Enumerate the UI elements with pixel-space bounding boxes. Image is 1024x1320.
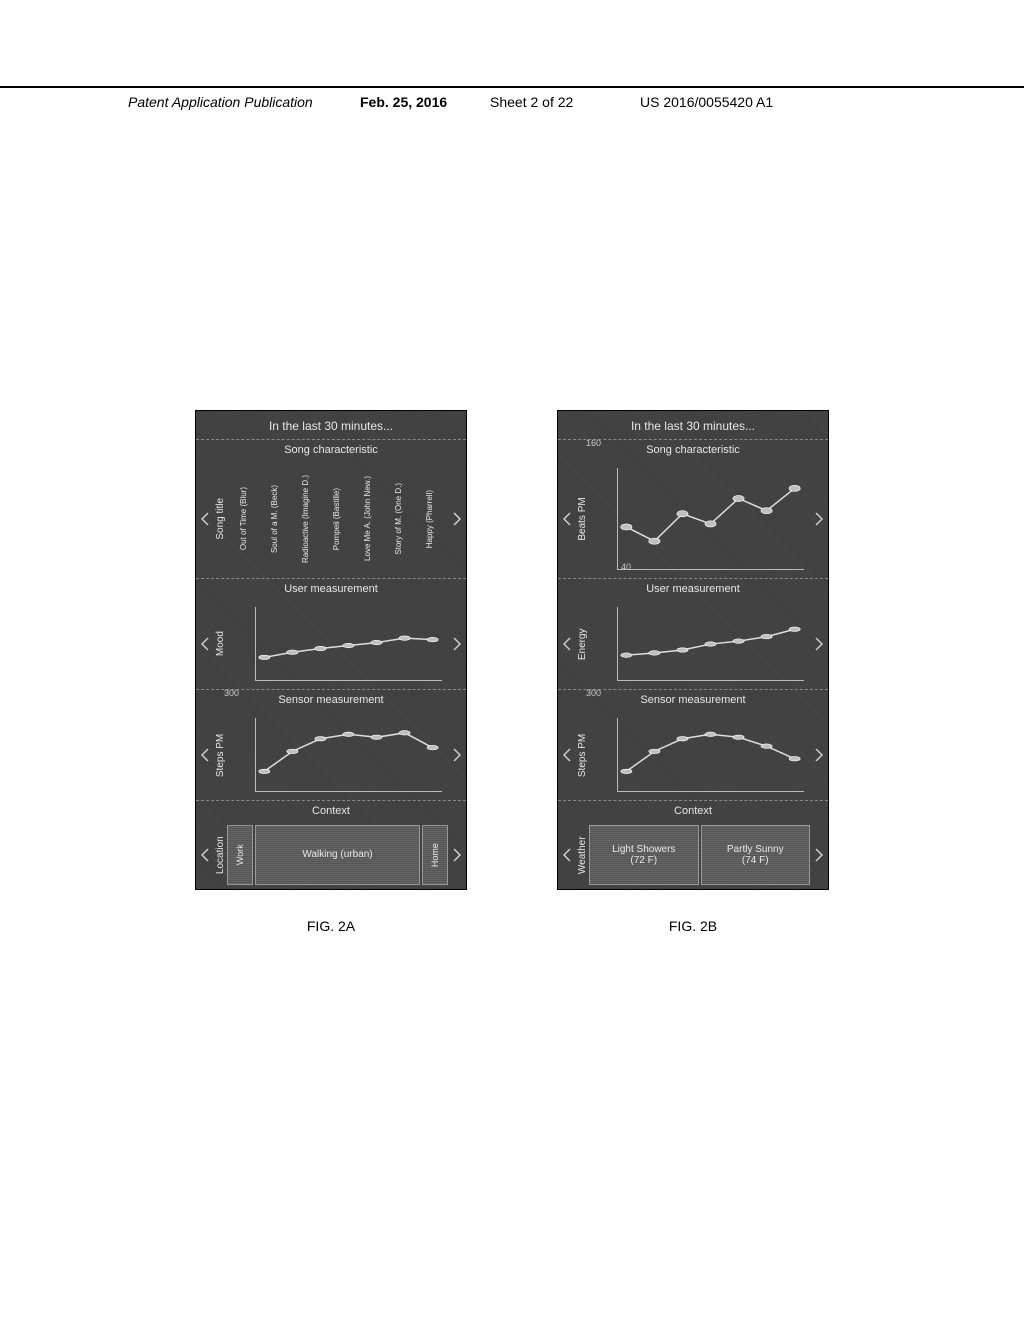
context-segment-showers: Light Showers (72 F) — [589, 825, 699, 885]
section-user-measurement-a: User measurement Mood — [196, 578, 466, 689]
chart-mood — [229, 601, 446, 687]
next-arrow-icon[interactable] — [810, 599, 828, 689]
next-arrow-icon[interactable] — [448, 821, 466, 889]
figure-label-2b: FIG. 2B — [669, 918, 717, 934]
figure-2b-column: In the last 30 minutes... Song character… — [557, 410, 829, 934]
song-item: Pompeii (Bastille) — [333, 488, 342, 550]
section-context-a: Context Location Work Walking (urban) Ho… — [196, 800, 466, 889]
figure-2a-column: In the last 30 minutes... Song character… — [195, 410, 467, 934]
next-arrow-icon[interactable] — [448, 460, 466, 578]
context-segment-home: Home — [422, 825, 448, 885]
song-item: Soul of a M. (Beck) — [271, 485, 280, 553]
axis-max: 300 — [586, 688, 601, 698]
header-pubno: US 2016/0055420 A1 — [640, 94, 773, 110]
section-song-characteristic-b: Song characteristic 160 Beats PM 40 — [558, 439, 828, 578]
axis-label: Mood — [214, 599, 227, 689]
axis-min: 40 — [621, 562, 631, 572]
song-item: Love Me A. (John New.) — [364, 476, 373, 561]
axis-label: Song title — [214, 460, 227, 578]
context-segment-sunny: Partly Sunny (74 F) — [701, 825, 811, 885]
section-sensor-measurement-b: Sensor measurement 300 Steps PM — [558, 689, 828, 800]
next-arrow-icon[interactable] — [810, 460, 828, 578]
header-date: Feb. 25, 2016 — [360, 94, 447, 110]
axis-max: 160 — [586, 438, 601, 448]
axis-label: Energy — [576, 599, 589, 689]
context-bar-b: Light Showers (72 F) Partly Sunny (74 F) — [589, 821, 810, 889]
section-song-characteristic-a: Song characteristic Song title Out of Ti… — [196, 439, 466, 578]
axis-label: Weather — [576, 821, 589, 889]
section-sensor-measurement-a: Sensor measurement 300 Steps PM — [196, 689, 466, 800]
song-title-list: Out of Time (Blur) Soul of a M. (Beck) Rad… — [227, 460, 448, 578]
section-heading: Context — [196, 801, 466, 821]
axis-label: Beats PM — [576, 460, 589, 578]
section-heading: User measurement — [196, 579, 466, 599]
phone-mockup-a: In the last 30 minutes... Song character… — [195, 410, 467, 890]
prev-arrow-icon[interactable] — [558, 710, 576, 800]
prev-arrow-icon[interactable] — [558, 460, 576, 578]
chart-beats: 40 — [591, 462, 808, 576]
figure-label-2a: FIG. 2A — [307, 918, 355, 934]
prev-arrow-icon[interactable] — [196, 460, 214, 578]
song-item: Out of Time (Blur) — [240, 487, 249, 550]
prev-arrow-icon[interactable] — [558, 599, 576, 689]
axis-label: Steps PM — [214, 710, 227, 800]
phone-mockup-b: In the last 30 minutes... Song character… — [557, 410, 829, 890]
header-left: Patent Application Publication — [128, 94, 313, 110]
section-context-b: Context Weather Light Showers (72 F) Par… — [558, 800, 828, 889]
song-item: Radioactive (Imagine D.) — [302, 475, 311, 563]
song-item: Happy (Pharrell) — [426, 490, 435, 548]
figures-row: In the last 30 minutes... Song character… — [0, 410, 1024, 934]
next-arrow-icon[interactable] — [448, 599, 466, 689]
phone-title-a: In the last 30 minutes... — [196, 411, 466, 439]
context-segment-walking: Walking (urban) — [255, 825, 420, 885]
next-arrow-icon[interactable] — [448, 710, 466, 800]
prev-arrow-icon[interactable] — [196, 599, 214, 689]
next-arrow-icon[interactable] — [810, 710, 828, 800]
prev-arrow-icon[interactable] — [558, 821, 576, 889]
section-heading: Context — [558, 801, 828, 821]
axis-max: 300 — [224, 688, 239, 698]
song-item: Story of M. (One D.) — [395, 483, 404, 555]
section-user-measurement-b: User measurement Energy — [558, 578, 828, 689]
context-bar-a: Work Walking (urban) Home — [227, 821, 448, 889]
chart-steps-a — [229, 712, 446, 798]
chart-energy — [591, 601, 808, 687]
phone-title-b: In the last 30 minutes... — [558, 411, 828, 439]
header-rule — [0, 86, 1024, 88]
prev-arrow-icon[interactable] — [196, 710, 214, 800]
chart-steps-b — [591, 712, 808, 798]
section-heading: Song characteristic — [196, 440, 466, 460]
section-heading: User measurement — [558, 579, 828, 599]
prev-arrow-icon[interactable] — [196, 821, 214, 889]
header-sheet: Sheet 2 of 22 — [490, 94, 573, 110]
context-segment-work: Work — [227, 825, 253, 885]
axis-label: Location — [214, 821, 227, 889]
next-arrow-icon[interactable] — [810, 821, 828, 889]
axis-label: Steps PM — [576, 710, 589, 800]
